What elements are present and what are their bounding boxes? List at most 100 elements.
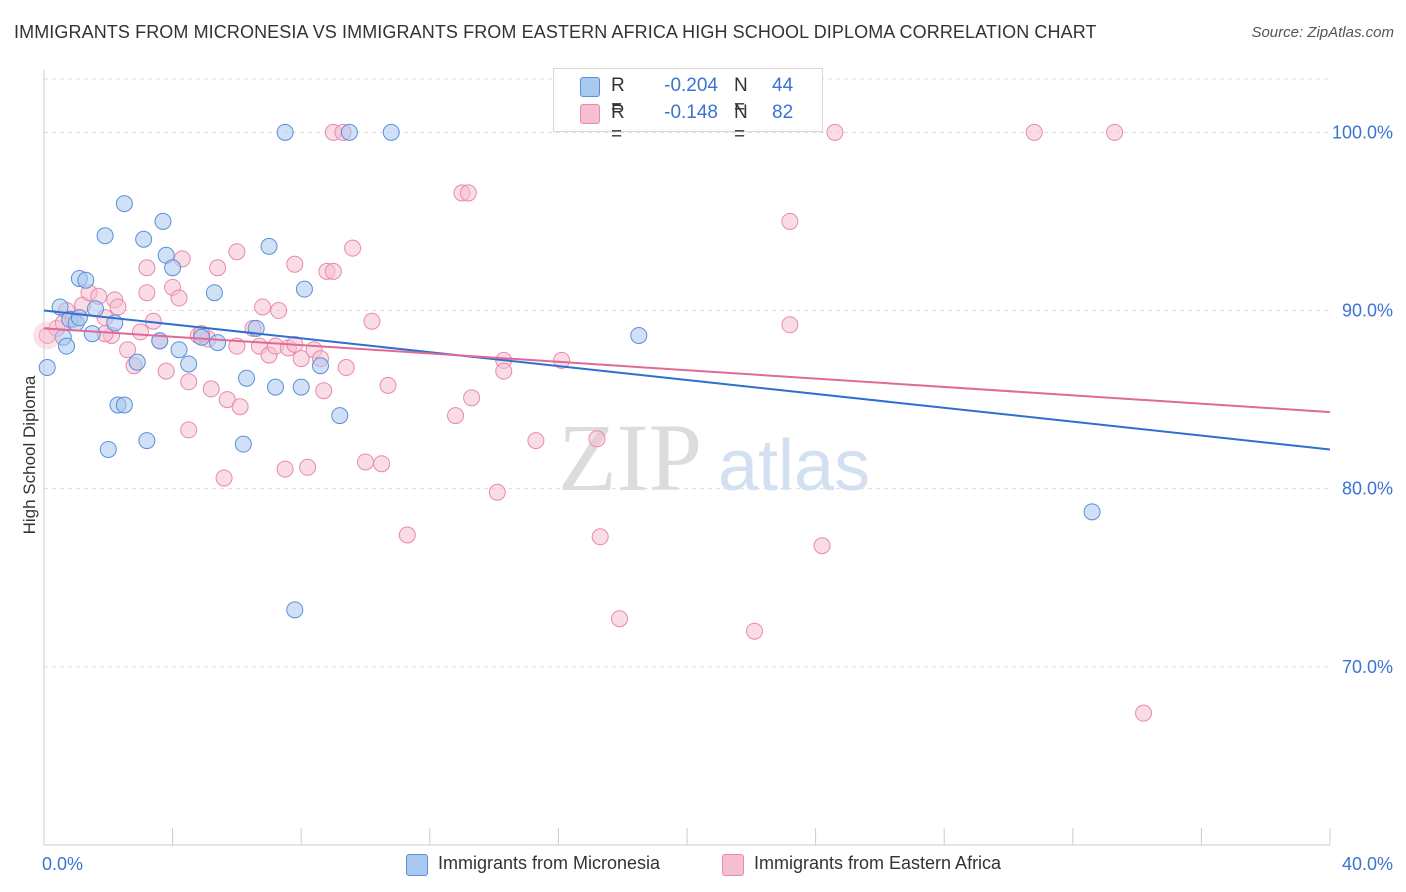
tick-labels: 100.0% 90.0% 80.0% 70.0% 0.0% 40.0% — [42, 122, 1393, 874]
trend-lines — [43, 309, 1331, 451]
micronesia-point — [209, 334, 227, 352]
eastern-africa-point — [363, 312, 381, 330]
legend-label: Immigrants from Micronesia — [438, 853, 661, 873]
eastern-africa-point — [591, 528, 609, 546]
r-value: -0.204 — [664, 75, 718, 96]
y-tick-label: 80.0% — [1342, 479, 1393, 499]
eastern-africa-point — [344, 239, 362, 257]
r-label: R = — [611, 75, 625, 118]
r-label: R = — [611, 102, 625, 145]
micronesia-point — [340, 123, 358, 141]
eastern-africa-point — [588, 430, 606, 448]
eastern-africa-point — [254, 298, 272, 316]
n-value: 82 — [772, 102, 794, 123]
n-label: N = — [734, 75, 748, 118]
micronesia-point — [311, 357, 329, 375]
micronesia-swatch — [580, 77, 600, 97]
micronesia-point — [170, 341, 188, 359]
y-tick-label: 90.0% — [1342, 301, 1393, 321]
eastern-africa-point — [495, 362, 513, 380]
eastern-africa-point — [231, 398, 249, 416]
micronesia-point — [630, 326, 648, 344]
eastern-africa-point — [553, 351, 571, 369]
watermark-atlas: atlas — [718, 426, 870, 506]
eastern-africa-point — [315, 382, 333, 400]
micronesia-point — [164, 259, 182, 277]
eastern-africa-point — [813, 537, 831, 555]
eastern-africa-point — [157, 362, 175, 380]
eastern-africa-point-cluster — [33, 321, 62, 350]
eastern-africa-point — [781, 212, 799, 230]
eastern-africa-point — [276, 460, 294, 478]
micronesia-point — [86, 300, 104, 318]
eastern-africa-point — [228, 243, 246, 261]
eastern-africa-point — [527, 432, 545, 450]
eastern-africa-swatch — [580, 104, 600, 124]
micronesia-point — [286, 601, 304, 619]
watermark: ZIP atlas — [558, 404, 870, 511]
micronesia-point — [70, 309, 88, 327]
micronesia-point — [38, 359, 56, 377]
x-tick-label: 0.0% — [42, 854, 83, 874]
eastern-africa-point — [131, 323, 149, 341]
micronesia-point — [99, 440, 117, 458]
eastern-africa-point — [379, 376, 397, 394]
micronesia-trend-line — [43, 309, 1331, 451]
eastern-africa-point — [209, 259, 227, 277]
source-label: Source: ZipAtlas.com — [1251, 24, 1394, 41]
micronesia-point — [115, 396, 133, 414]
eastern-africa-point — [488, 483, 506, 501]
eastern-africa-point — [447, 407, 465, 425]
y-tick-label: 70.0% — [1342, 657, 1393, 677]
micronesia-point — [295, 280, 313, 298]
micronesia-point — [180, 355, 198, 373]
micronesia-point — [205, 284, 223, 302]
micronesia-point — [58, 337, 76, 355]
eastern-africa-legend-swatch — [722, 854, 744, 876]
micronesia-point — [115, 195, 133, 213]
eastern-africa-point — [459, 184, 477, 202]
micronesia-point — [276, 123, 294, 141]
micronesia-point — [135, 230, 153, 248]
eastern-africa-point — [1106, 123, 1124, 141]
eastern-africa-point — [610, 610, 628, 628]
axes — [43, 70, 1331, 846]
watermark-zip: ZIP — [558, 404, 702, 511]
eastern-africa-point — [373, 455, 391, 473]
eastern-africa-point — [463, 389, 481, 407]
gridlines — [44, 78, 1330, 668]
micronesia-point — [77, 271, 95, 289]
eastern-africa-point — [781, 316, 799, 334]
n-label: N = — [734, 102, 748, 145]
micronesia-point — [1083, 503, 1101, 521]
x-tick-label: 40.0% — [1342, 854, 1393, 874]
r-value: -0.148 — [664, 102, 718, 123]
legend-label: Immigrants from Eastern Africa — [754, 853, 1002, 873]
micronesia-point — [154, 212, 172, 230]
eastern-africa-point — [826, 123, 844, 141]
micronesia-point — [138, 432, 156, 450]
micronesia-point — [238, 369, 256, 387]
eastern-africa-point — [1025, 123, 1043, 141]
eastern-africa-point — [286, 255, 304, 273]
eastern-africa-point — [170, 289, 188, 307]
stats-box: R = -0.204 N = 44 R = -0.148 N = 82 — [553, 68, 823, 145]
eastern-africa-point — [299, 458, 317, 476]
micronesia-point — [331, 407, 349, 425]
eastern-africa-trend-line — [43, 327, 1331, 414]
micronesia-point — [382, 123, 400, 141]
eastern-africa-point — [202, 380, 220, 398]
eastern-africa-point — [119, 341, 137, 359]
eastern-africa-point — [180, 421, 198, 439]
eastern-africa-point — [292, 350, 310, 368]
eastern-africa-point — [1135, 704, 1153, 722]
micronesia-legend-swatch — [406, 854, 428, 876]
y-tick-label: 100.0% — [1332, 122, 1393, 142]
eastern-africa-point — [218, 391, 236, 409]
eastern-africa-point — [337, 359, 355, 377]
eastern-africa-point — [138, 284, 156, 302]
micronesia-point — [128, 353, 146, 371]
data-points — [33, 123, 1153, 722]
chart-title: IMMIGRANTS FROM MICRONESIA VS IMMIGRANTS… — [14, 22, 1097, 42]
